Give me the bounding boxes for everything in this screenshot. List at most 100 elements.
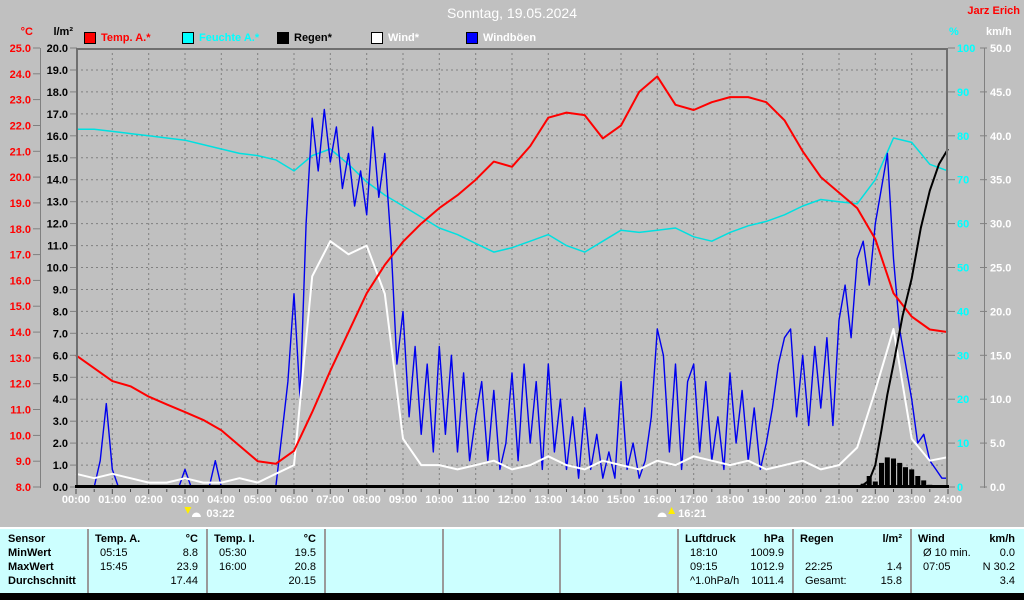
tick-label: 11:00	[462, 494, 490, 506]
tick-label: 02:00	[135, 494, 163, 506]
gusts-series-swatch-icon	[466, 31, 478, 44]
sun-rise-icon	[657, 512, 667, 517]
regen-line-series	[76, 148, 949, 488]
table-cell-value: 1.4	[886, 561, 902, 573]
tick-label: 13:00	[534, 494, 562, 506]
tick-label: 6.0	[53, 350, 68, 362]
rain-bar	[921, 480, 927, 487]
table-divider	[677, 529, 679, 593]
rain-bar	[872, 481, 878, 487]
marker-time-label: 03:22	[206, 508, 234, 520]
tick-label: 13.0	[10, 353, 31, 365]
table-cell-value: 15.8	[880, 575, 902, 587]
legend-item-gusts: Windböen	[466, 31, 536, 44]
tick-label: 20.0	[990, 306, 1011, 318]
table-column-unit: hPa	[763, 533, 784, 545]
rain-bar	[891, 458, 896, 487]
tick-label: 80	[957, 131, 969, 143]
tick-label: 30.0	[990, 219, 1011, 231]
tick-label: 35.0	[990, 175, 1011, 187]
table-column-unit: l/m²	[882, 533, 902, 545]
table-row-header: Sensor	[8, 533, 46, 545]
table-divider	[87, 529, 89, 593]
rain-bar	[903, 467, 908, 487]
tick-label: 04:00	[207, 494, 235, 506]
table-divider	[792, 529, 794, 593]
tick-label: 22.0	[10, 121, 31, 133]
rain-axis-unit-label: l/m²	[53, 26, 73, 38]
table-divider	[559, 529, 561, 593]
table-cell-value: 23.9	[176, 561, 198, 573]
tick-label: 70	[957, 175, 969, 187]
tick-label: 11.0	[10, 405, 31, 417]
table-cell-time: 05:15	[100, 547, 128, 559]
table-column-unit: °C	[185, 533, 198, 545]
temp-series-swatch-icon	[84, 31, 96, 44]
legend-item-rain: Regen*	[277, 31, 332, 44]
tick-label: 25.0	[990, 263, 1011, 275]
tick-label: 8.0	[53, 306, 68, 318]
feuchte-a-line-series	[76, 128, 949, 253]
tick-label: 21.0	[10, 146, 31, 158]
tick-label: 20.0	[47, 43, 68, 55]
table-cell-time: Ø 10 min.	[923, 547, 971, 559]
tick-label: 3.0	[53, 416, 68, 428]
table-cell-value: N 30.2	[982, 561, 1015, 573]
arrow-down-icon	[184, 507, 192, 514]
rain-bar	[879, 462, 884, 487]
temp-a-line-series	[75, 75, 949, 465]
tick-label: 10	[957, 438, 969, 450]
tick-label: 40	[957, 306, 969, 318]
legend-label: Feuchte A.*	[199, 31, 260, 44]
tick-label: 60	[957, 219, 969, 231]
table-cell-time: Gesamt:	[805, 575, 847, 587]
rain-bar	[909, 469, 915, 487]
tick-label: 06:00	[280, 494, 308, 506]
sun-set-icon	[191, 512, 201, 517]
plot-border	[75, 48, 949, 488]
series-line	[75, 75, 949, 465]
tick-label: 21:00	[825, 494, 853, 506]
table-cell-value: 8.8	[182, 547, 198, 559]
legend-label: Wind*	[388, 31, 420, 44]
table-column-unit: km/h	[989, 533, 1015, 545]
legend-item-wind: Wind*	[371, 31, 419, 44]
table-divider	[910, 529, 912, 593]
tick-label: 19.0	[47, 65, 68, 77]
table-cell-time: 05:30	[219, 547, 247, 559]
tick-label: 16.0	[10, 275, 31, 287]
temp-axis-unit-label: °C	[20, 26, 33, 38]
table-cell-value: 1012.9	[750, 561, 784, 573]
tick-label: 10:00	[425, 494, 453, 506]
table-divider	[324, 529, 326, 593]
table-cell-value: 17.44	[170, 575, 198, 587]
table-row-header: MinWert	[8, 547, 52, 559]
tick-label: 01:00	[98, 494, 126, 506]
humidity-axis-unit-label: %	[949, 26, 959, 38]
table-cell-value: 20.15	[288, 575, 316, 587]
tick-label: 08:00	[353, 494, 381, 506]
legend-label: Regen*	[294, 31, 332, 44]
tick-label: 14.0	[10, 327, 31, 339]
wind-line-series	[75, 240, 949, 484]
humidity-series-swatch-icon	[182, 31, 194, 44]
stats-table: Sensor MinWert MaxWert Durchschnitt Temp. A.…	[0, 527, 1024, 593]
tick-label: 14.0	[47, 175, 68, 187]
table-cell-time: 07:05	[923, 561, 951, 573]
table-column-header: Temp. A.	[95, 533, 141, 545]
tick-label: 100	[957, 43, 975, 55]
tick-label: 10.0	[10, 430, 31, 442]
tick-label: 03:00	[171, 494, 199, 506]
time-marker: 03:22	[184, 507, 235, 520]
table-cell-time: 09:15	[690, 561, 718, 573]
series-line	[76, 128, 949, 253]
tick-label: 18:00	[716, 494, 744, 506]
table-cell-time: 15:45	[100, 561, 128, 573]
tick-label: 07:00	[316, 494, 344, 506]
page-title: Sonntag, 19.05.2024	[446, 5, 577, 21]
table-row-header: Durchschnitt	[8, 575, 76, 587]
tick-label: 15.0	[10, 301, 31, 313]
table-column-unit: °C	[303, 533, 316, 545]
legend-label: Temp. A.*	[101, 31, 151, 44]
tick-label: 00:00	[62, 494, 90, 506]
